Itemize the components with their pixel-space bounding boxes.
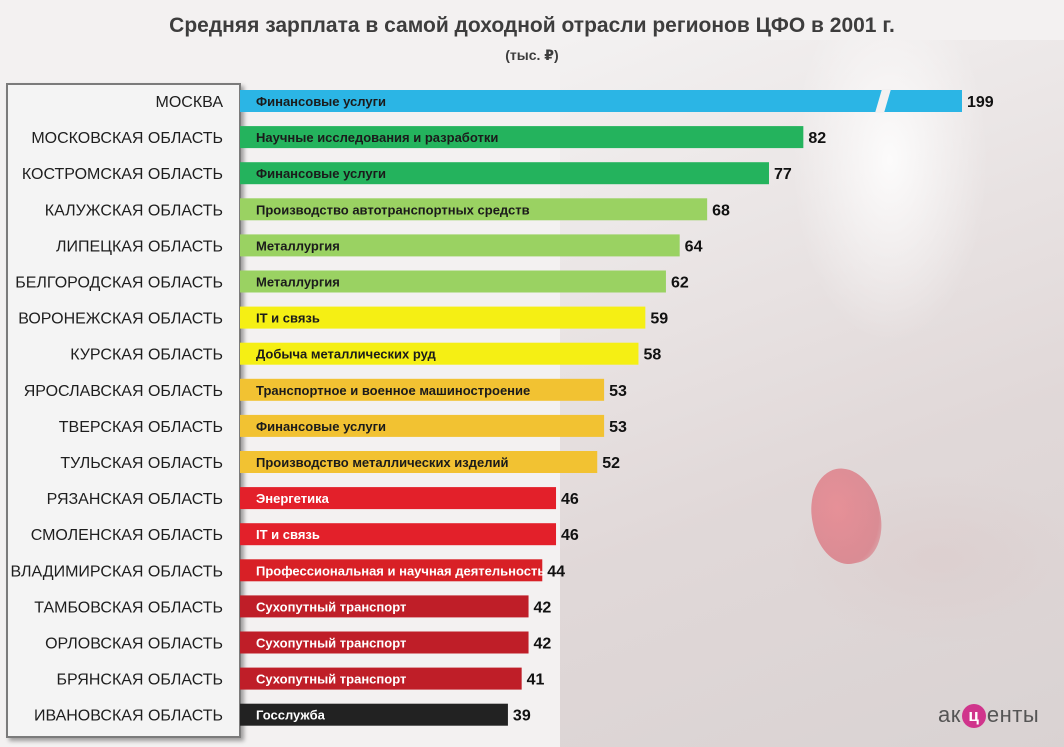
value-label: 82 [808,130,826,147]
category-label: ИВАНОВСКАЯ ОБЛАСТЬ [34,708,223,725]
industry-label: Энергетика [256,491,330,506]
value-label: 59 [650,311,668,328]
category-label: ЛИПЕЦКАЯ ОБЛАСТЬ [56,238,223,255]
value-label: 42 [534,636,552,653]
category-label: БРЯНСКАЯ ОБЛАСТЬ [56,672,223,689]
category-label: ОРЛОВСКАЯ ОБЛАСТЬ [45,636,223,653]
value-label: 42 [534,599,552,616]
axis-break-mark [875,89,891,113]
value-label: 41 [527,672,545,689]
bar [240,523,557,546]
industry-label: Сухопутный транспорт [256,672,406,687]
industry-label: Научные исследования и разработки [256,130,498,145]
industry-label: IT и связь [256,527,320,542]
bar [240,703,508,726]
bar [240,595,529,618]
value-label: 46 [561,491,579,508]
region-label-panel [6,83,241,738]
value-label: 58 [643,347,661,364]
industry-label: Госслужба [256,708,326,723]
value-label: 53 [609,383,627,400]
chart-subtitle: (тыс. ₽) [505,47,559,63]
industry-label: Финансовые услуги [256,94,386,109]
category-label: ВОРОНЕЖСКАЯ ОБЛАСТЬ [18,311,223,328]
value-label: 62 [671,275,689,292]
bar [240,126,804,149]
chart-title: Средняя зарплата в самой доходной отрасл… [169,14,895,37]
value-label: 77 [774,166,792,183]
bar [240,559,543,582]
brand-logo: ак ц енты [938,702,1048,730]
bar [240,667,522,690]
industry-label: Сухопутный транспорт [256,636,406,651]
value-label: 199 [967,94,994,111]
brand-logo-right: енты [986,702,1040,727]
category-label: ЯРОСЛАВСКАЯ ОБЛАСТЬ [24,383,223,400]
industry-label: Сухопутный транспорт [256,599,406,614]
bar [240,198,708,221]
bar [240,414,605,437]
industry-label: Металлургия [256,275,340,290]
industry-label: Добыча металлических руд [256,347,437,362]
bar [240,306,646,329]
category-label: ТВЕРСКАЯ ОБЛАСТЬ [59,419,223,436]
value-label: 46 [561,527,579,544]
category-label: МОСКОВСКАЯ ОБЛАСТЬ [31,130,223,147]
category-label: БЕЛГОРОДСКАЯ ОБЛАСТЬ [15,275,223,292]
value-label: 44 [547,563,565,580]
value-label: 68 [712,202,730,219]
industry-label: Финансовые услуги [256,166,386,181]
value-label: 64 [685,238,703,255]
category-label: КУРСКАЯ ОБЛАСТЬ [70,347,223,364]
bar [240,451,598,473]
value-label: 53 [609,419,627,436]
brand-logo-left: ак [938,702,961,727]
industry-label: Производство автотранспортных средств [256,202,530,217]
industry-label: Финансовые услуги [256,419,386,434]
background-photo [560,40,1064,747]
category-label: ВЛАДИМИРСКАЯ ОБЛАСТЬ [11,563,223,580]
category-label: СМОЛЕНСКАЯ ОБЛАСТЬ [31,527,223,544]
value-label: 39 [513,708,531,725]
bar [240,90,962,112]
category-label: ТАМБОВСКАЯ ОБЛАСТЬ [34,599,223,616]
industry-label: Производство металлических изделий [256,455,508,470]
value-label: 52 [602,455,620,472]
category-label: ТУЛЬСКАЯ ОБЛАСТЬ [60,455,223,472]
bar [240,162,769,185]
industry-label: Транспортное и военное машиностроение [256,383,530,398]
industry-label: Металлургия [256,238,340,253]
bar [240,487,557,510]
category-label: КОСТРОМСКАЯ ОБЛАСТЬ [22,166,223,183]
category-label: МОСКВА [156,94,224,111]
bar [240,378,605,401]
bar [240,342,639,365]
industry-label: IT и связь [256,311,320,326]
bar [240,270,666,293]
brand-logo-mark: ц [961,704,986,728]
industry-label: Профессиональная и научная деятельность [256,563,545,578]
bar [240,631,529,654]
bar [240,234,680,257]
category-label: РЯЗАНСКАЯ ОБЛАСТЬ [47,491,223,508]
category-label: КАЛУЖСКАЯ ОБЛАСТЬ [45,202,223,219]
